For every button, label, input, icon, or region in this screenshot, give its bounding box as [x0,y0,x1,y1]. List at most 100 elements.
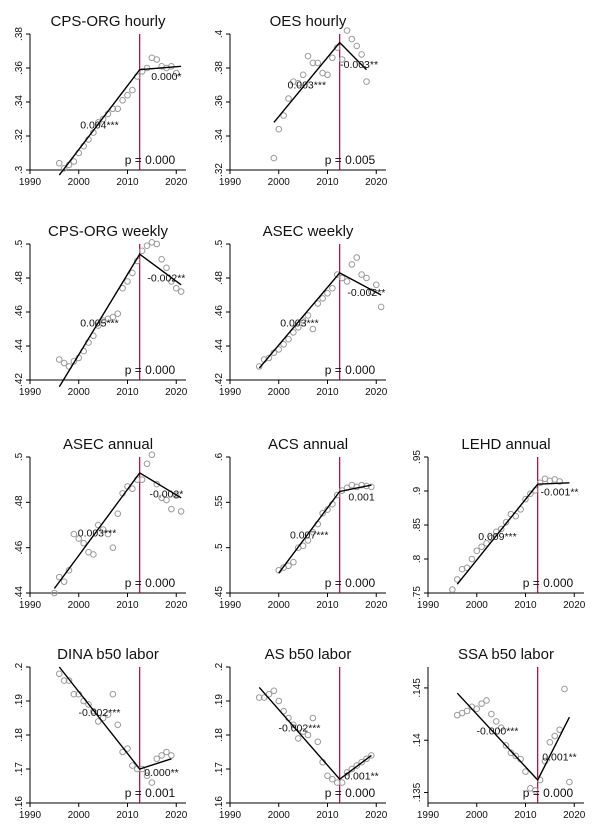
data-point [304,537,312,544]
y-tick-label: .46 [214,305,225,319]
y-tick-label: .85 [412,518,423,532]
data-point [468,555,476,563]
data-point [285,562,292,570]
data-point [138,68,146,75]
data-point [294,80,302,87]
y-tick-label: .46 [14,540,25,554]
data-point [55,356,63,363]
x-tick-label: 2010 [316,810,339,821]
y-tick-label: .4 [214,29,225,38]
panel-title: ASEC weekly [263,223,354,240]
fit-line [58,253,182,388]
panel-title: ASEC annual [63,436,153,453]
data-point [299,71,307,79]
y-tick-label: .95 [412,450,423,464]
data-point [363,755,370,763]
x-tick-label: 2010 [514,600,537,611]
p-value: p = 0.000 [125,576,176,590]
data-point [124,278,131,285]
y-tick-label: .46 [14,305,25,319]
x-tick-label: 1990 [19,600,42,611]
data-point [177,508,185,515]
data-point [309,59,317,67]
data-point [129,762,136,769]
y-tick-label: .6 [214,452,225,461]
data-point [502,742,510,749]
data-point [333,271,341,278]
p-value: p = 0.000 [523,576,574,590]
data-point [483,697,490,704]
y-tick-label: .38 [214,61,225,75]
fit-line [456,692,571,782]
fit-line [456,482,570,585]
data-point [270,154,278,162]
data-point [60,677,68,684]
p-value: p = 0.001 [125,786,176,800]
data-point [129,269,136,277]
y-tick-label: .44 [14,586,25,600]
x-tick-label: 1990 [19,177,42,188]
data-point [507,749,515,757]
x-tick-label: 1990 [219,177,242,188]
data-point [329,284,336,292]
panel-title: AS b50 labor [265,646,352,663]
slope-pre-label: 0.007*** [290,529,329,541]
data-point [153,240,161,248]
data-point [502,518,510,526]
data-point [299,728,307,735]
data-point [358,51,365,58]
y-tick-label: .16 [214,796,225,810]
data-point [363,78,370,85]
y-tick-label: .17 [14,762,25,776]
data-point [90,707,97,715]
data-point [512,752,520,760]
panel-title: OES hourly [270,13,347,30]
x-tick-label: 2020 [365,810,388,821]
data-point [478,700,485,707]
data-point [492,718,500,725]
data-point [138,476,146,483]
data-point [304,731,312,739]
x-tick-label: 1990 [417,810,440,821]
panel-4: ASEC annual 1990 2000 2010 2020 .44 .46 .48 .5 0.… [14,436,188,611]
data-point [531,787,539,794]
y-tick-label: .135 [412,782,423,802]
data-point [94,119,102,126]
p-value: p = 0.000 [523,786,574,800]
data-point [265,354,273,362]
slope-post-label: -0.001** [541,487,579,499]
data-point [343,278,351,285]
panel-title: CPS-ORG weekly [48,223,169,240]
data-point [338,779,346,786]
slope-pre-label: -0.002*** [78,707,120,719]
panel-1: OES hourly 1990 2000 2010 2020 .32 .34 .36 .38 .4… [214,13,388,188]
data-point [319,295,326,302]
x-tick-label: 2000 [68,810,91,821]
data-point [114,721,122,729]
y-tick-label: .34 [214,129,225,143]
data-point [329,54,336,62]
data-point [60,578,68,585]
slope-post-label: -0.002* [149,488,183,500]
data-point [80,539,87,547]
x-tick-label: 2000 [268,177,291,188]
data-point [333,491,341,499]
data-point [265,690,273,698]
panel-title: ACS annual [268,436,348,453]
y-tick-label: .38 [14,27,25,41]
data-point [478,543,485,551]
data-point [353,762,361,769]
data-point [172,69,180,77]
slope-pre-label: -0.000*** [476,726,518,738]
y-tick-label: .55 [214,495,225,509]
data-point [172,492,180,499]
data-point [512,512,520,520]
data-point [343,27,351,34]
x-tick-label: 2010 [316,600,339,611]
data-point [114,510,122,517]
data-point [85,701,92,708]
data-point [319,509,326,517]
x-tick-label: 2010 [316,177,339,188]
x-tick-label: 1990 [19,810,42,821]
data-point [353,254,361,261]
